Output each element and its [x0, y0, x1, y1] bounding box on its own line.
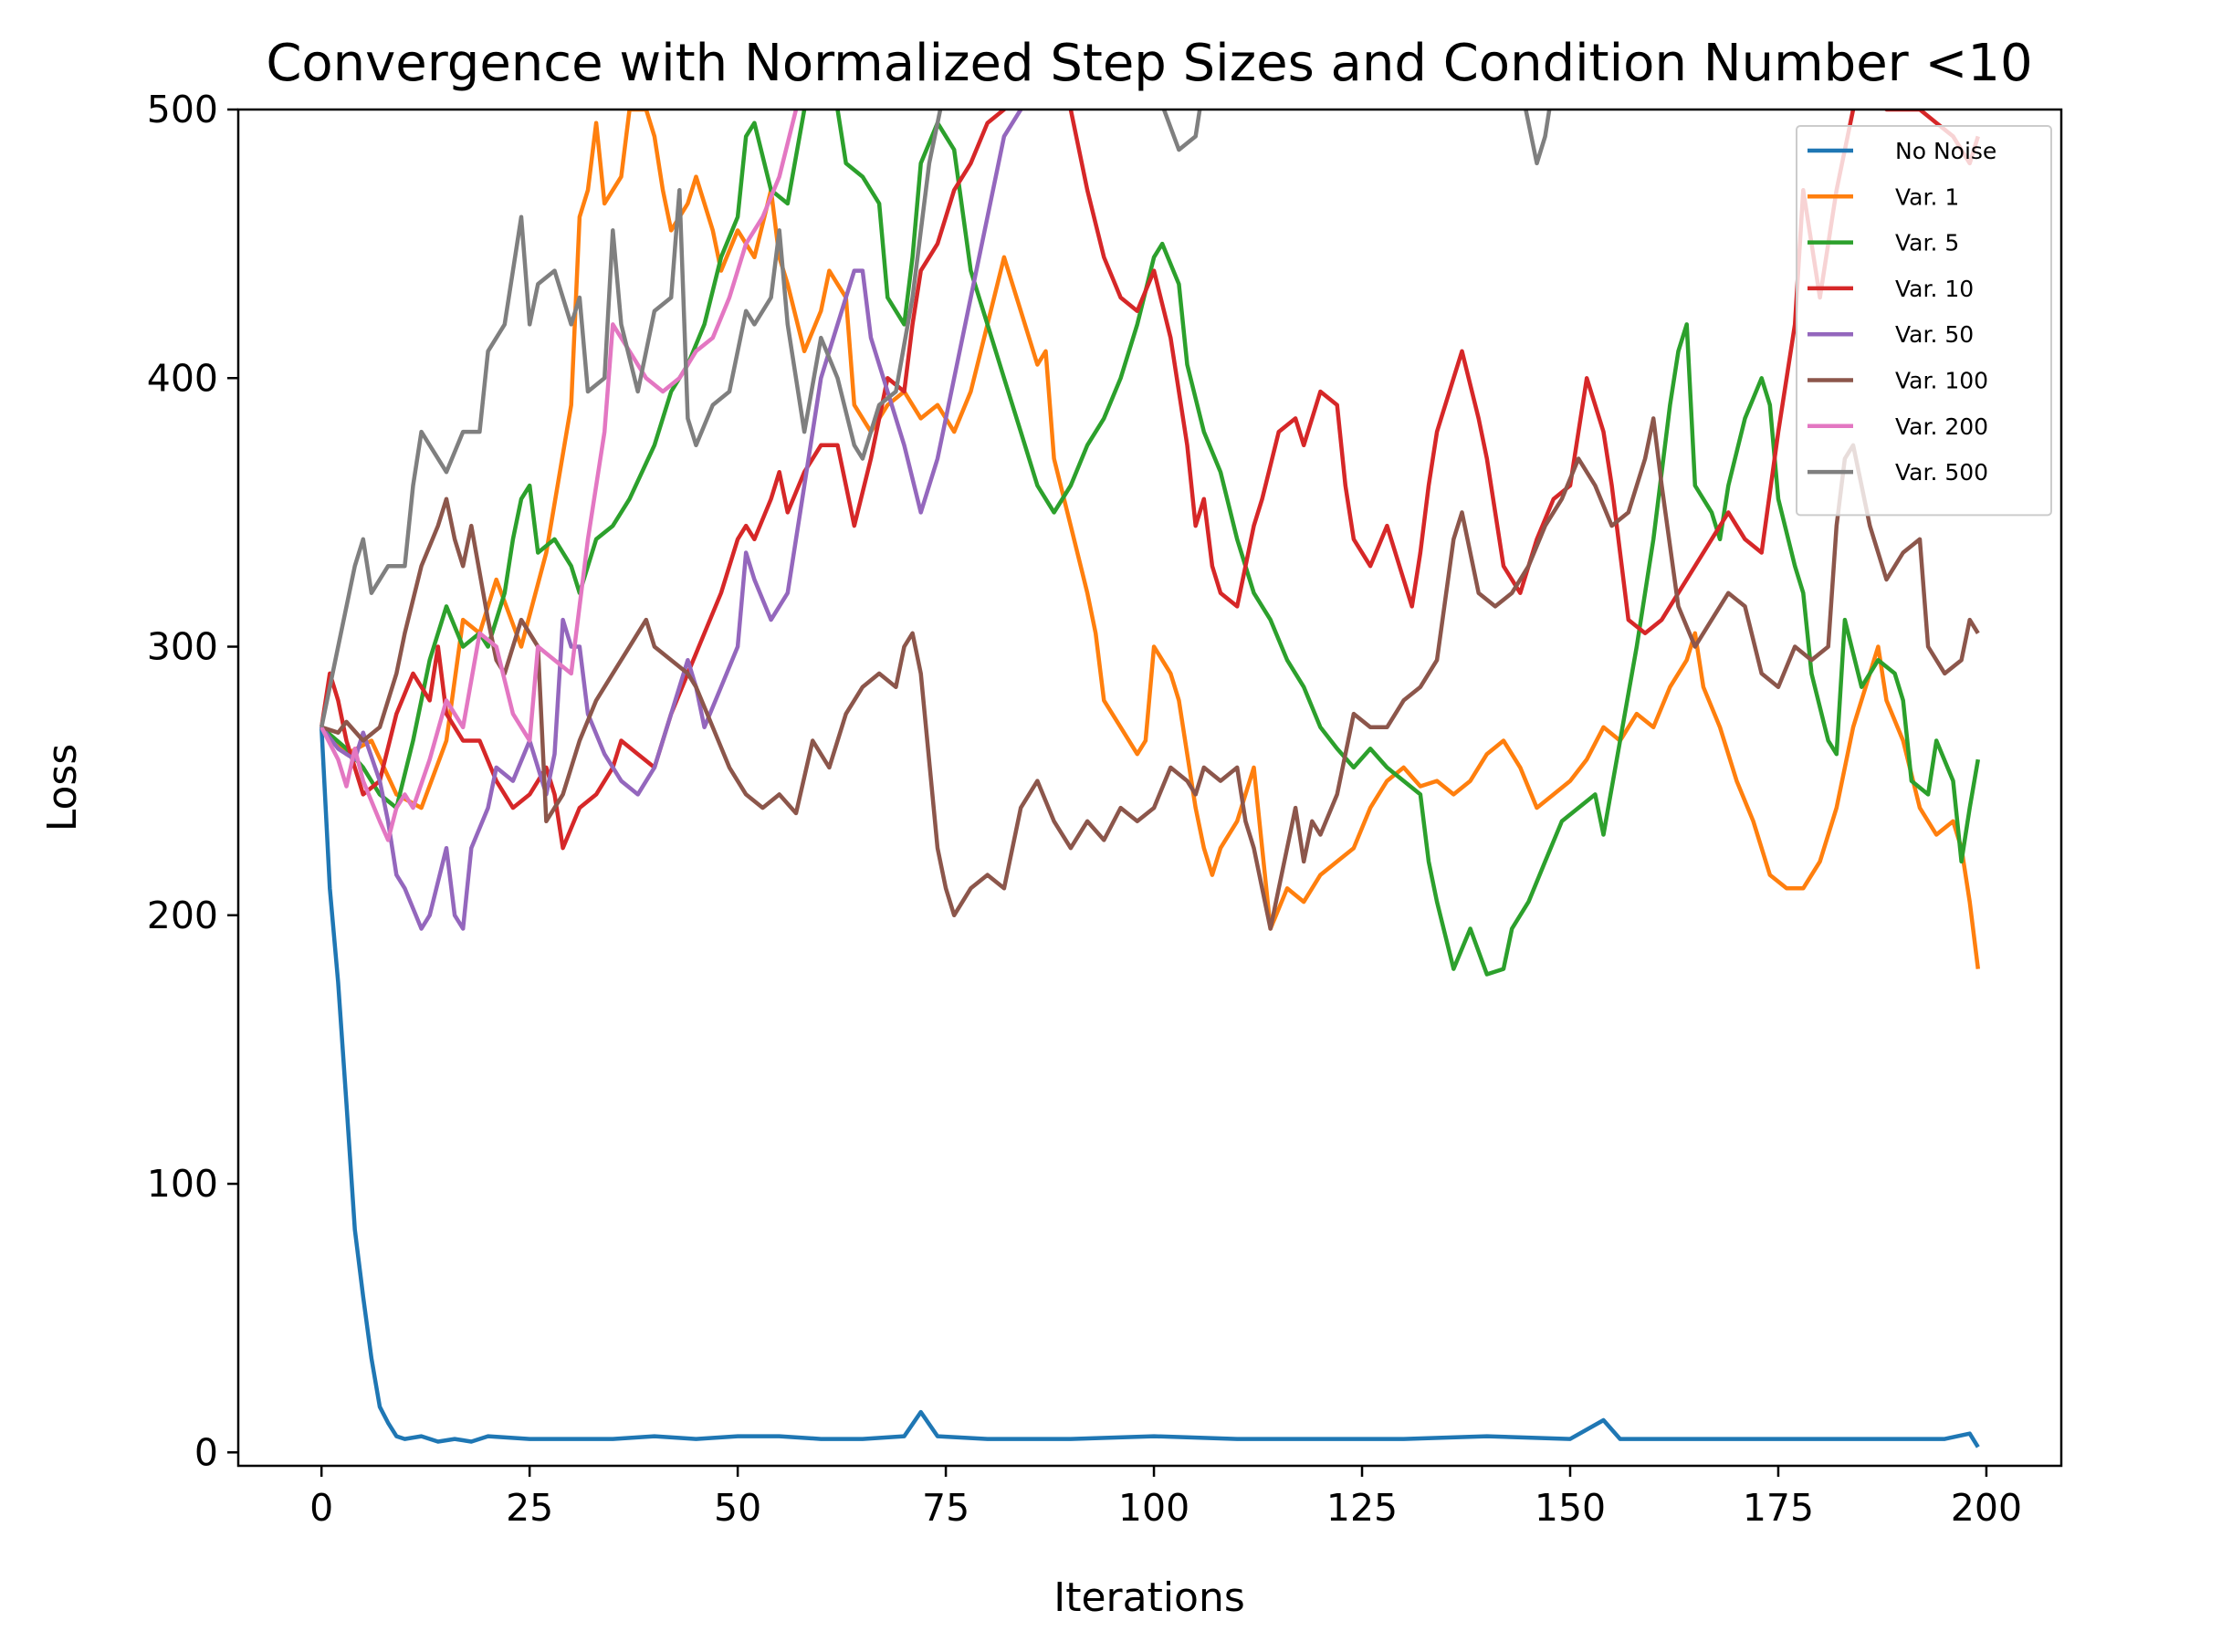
series-line-6 [320, 110, 799, 842]
y-tick-label: 300 [147, 625, 218, 669]
x-tick-label: 175 [1743, 1486, 1814, 1530]
x-tick-label: 50 [714, 1486, 761, 1530]
x-axis-label: Iterations [1053, 1574, 1245, 1621]
x-tick-label: 200 [1951, 1486, 2022, 1530]
y-tick-label: 500 [147, 88, 218, 131]
y-tick-label: 0 [194, 1430, 218, 1474]
y-tick-label: 200 [147, 894, 218, 937]
x-tick-label: 100 [1118, 1486, 1189, 1530]
legend-label-6: Var. 200 [1895, 413, 1988, 440]
series-line-4 [320, 110, 1024, 931]
legend-label-4: Var. 50 [1895, 321, 1974, 348]
series-line-0 [319, 727, 1980, 1448]
y-tick-label: 400 [147, 356, 218, 400]
series-layer [319, 110, 1981, 1448]
legend-label-7: Var. 500 [1895, 459, 1988, 486]
x-tick-label: 125 [1326, 1486, 1398, 1530]
legend-box [1796, 125, 2052, 517]
x-axis: 0 25 50 75 100 125 150 175 200 [309, 1466, 2022, 1530]
series-line-2 [320, 110, 1981, 977]
y-axis-label: Loss [39, 744, 86, 832]
legend-label-3: Var. 10 [1895, 276, 1974, 302]
legend-label-1: Var. 1 [1895, 183, 1959, 210]
legend: No Noise Var. 1 Var. 5 Var. 10 Var. 50 Var. 1… [1796, 125, 2052, 517]
legend-label-5: Var. 100 [1895, 368, 1988, 394]
series-line-7 [319, 110, 1552, 728]
series-line-5 [320, 416, 1980, 931]
x-tick-label: 25 [506, 1486, 553, 1530]
chart-title: Convergence with Normalized Step Sizes a… [266, 34, 2032, 93]
series-line-3 [319, 110, 1980, 851]
y-tick-label: 100 [147, 1162, 218, 1206]
x-tick-label: 0 [309, 1486, 333, 1530]
plot-frame [236, 108, 2063, 1468]
legend-label-2: Var. 5 [1895, 230, 1959, 256]
y-axis: 0 100 200 300 400 500 [147, 88, 238, 1474]
x-tick-label: 150 [1535, 1486, 1606, 1530]
series-line-1 [320, 110, 1981, 969]
legend-label-0: No Noise [1895, 138, 1996, 164]
x-tick-label: 75 [922, 1486, 969, 1530]
